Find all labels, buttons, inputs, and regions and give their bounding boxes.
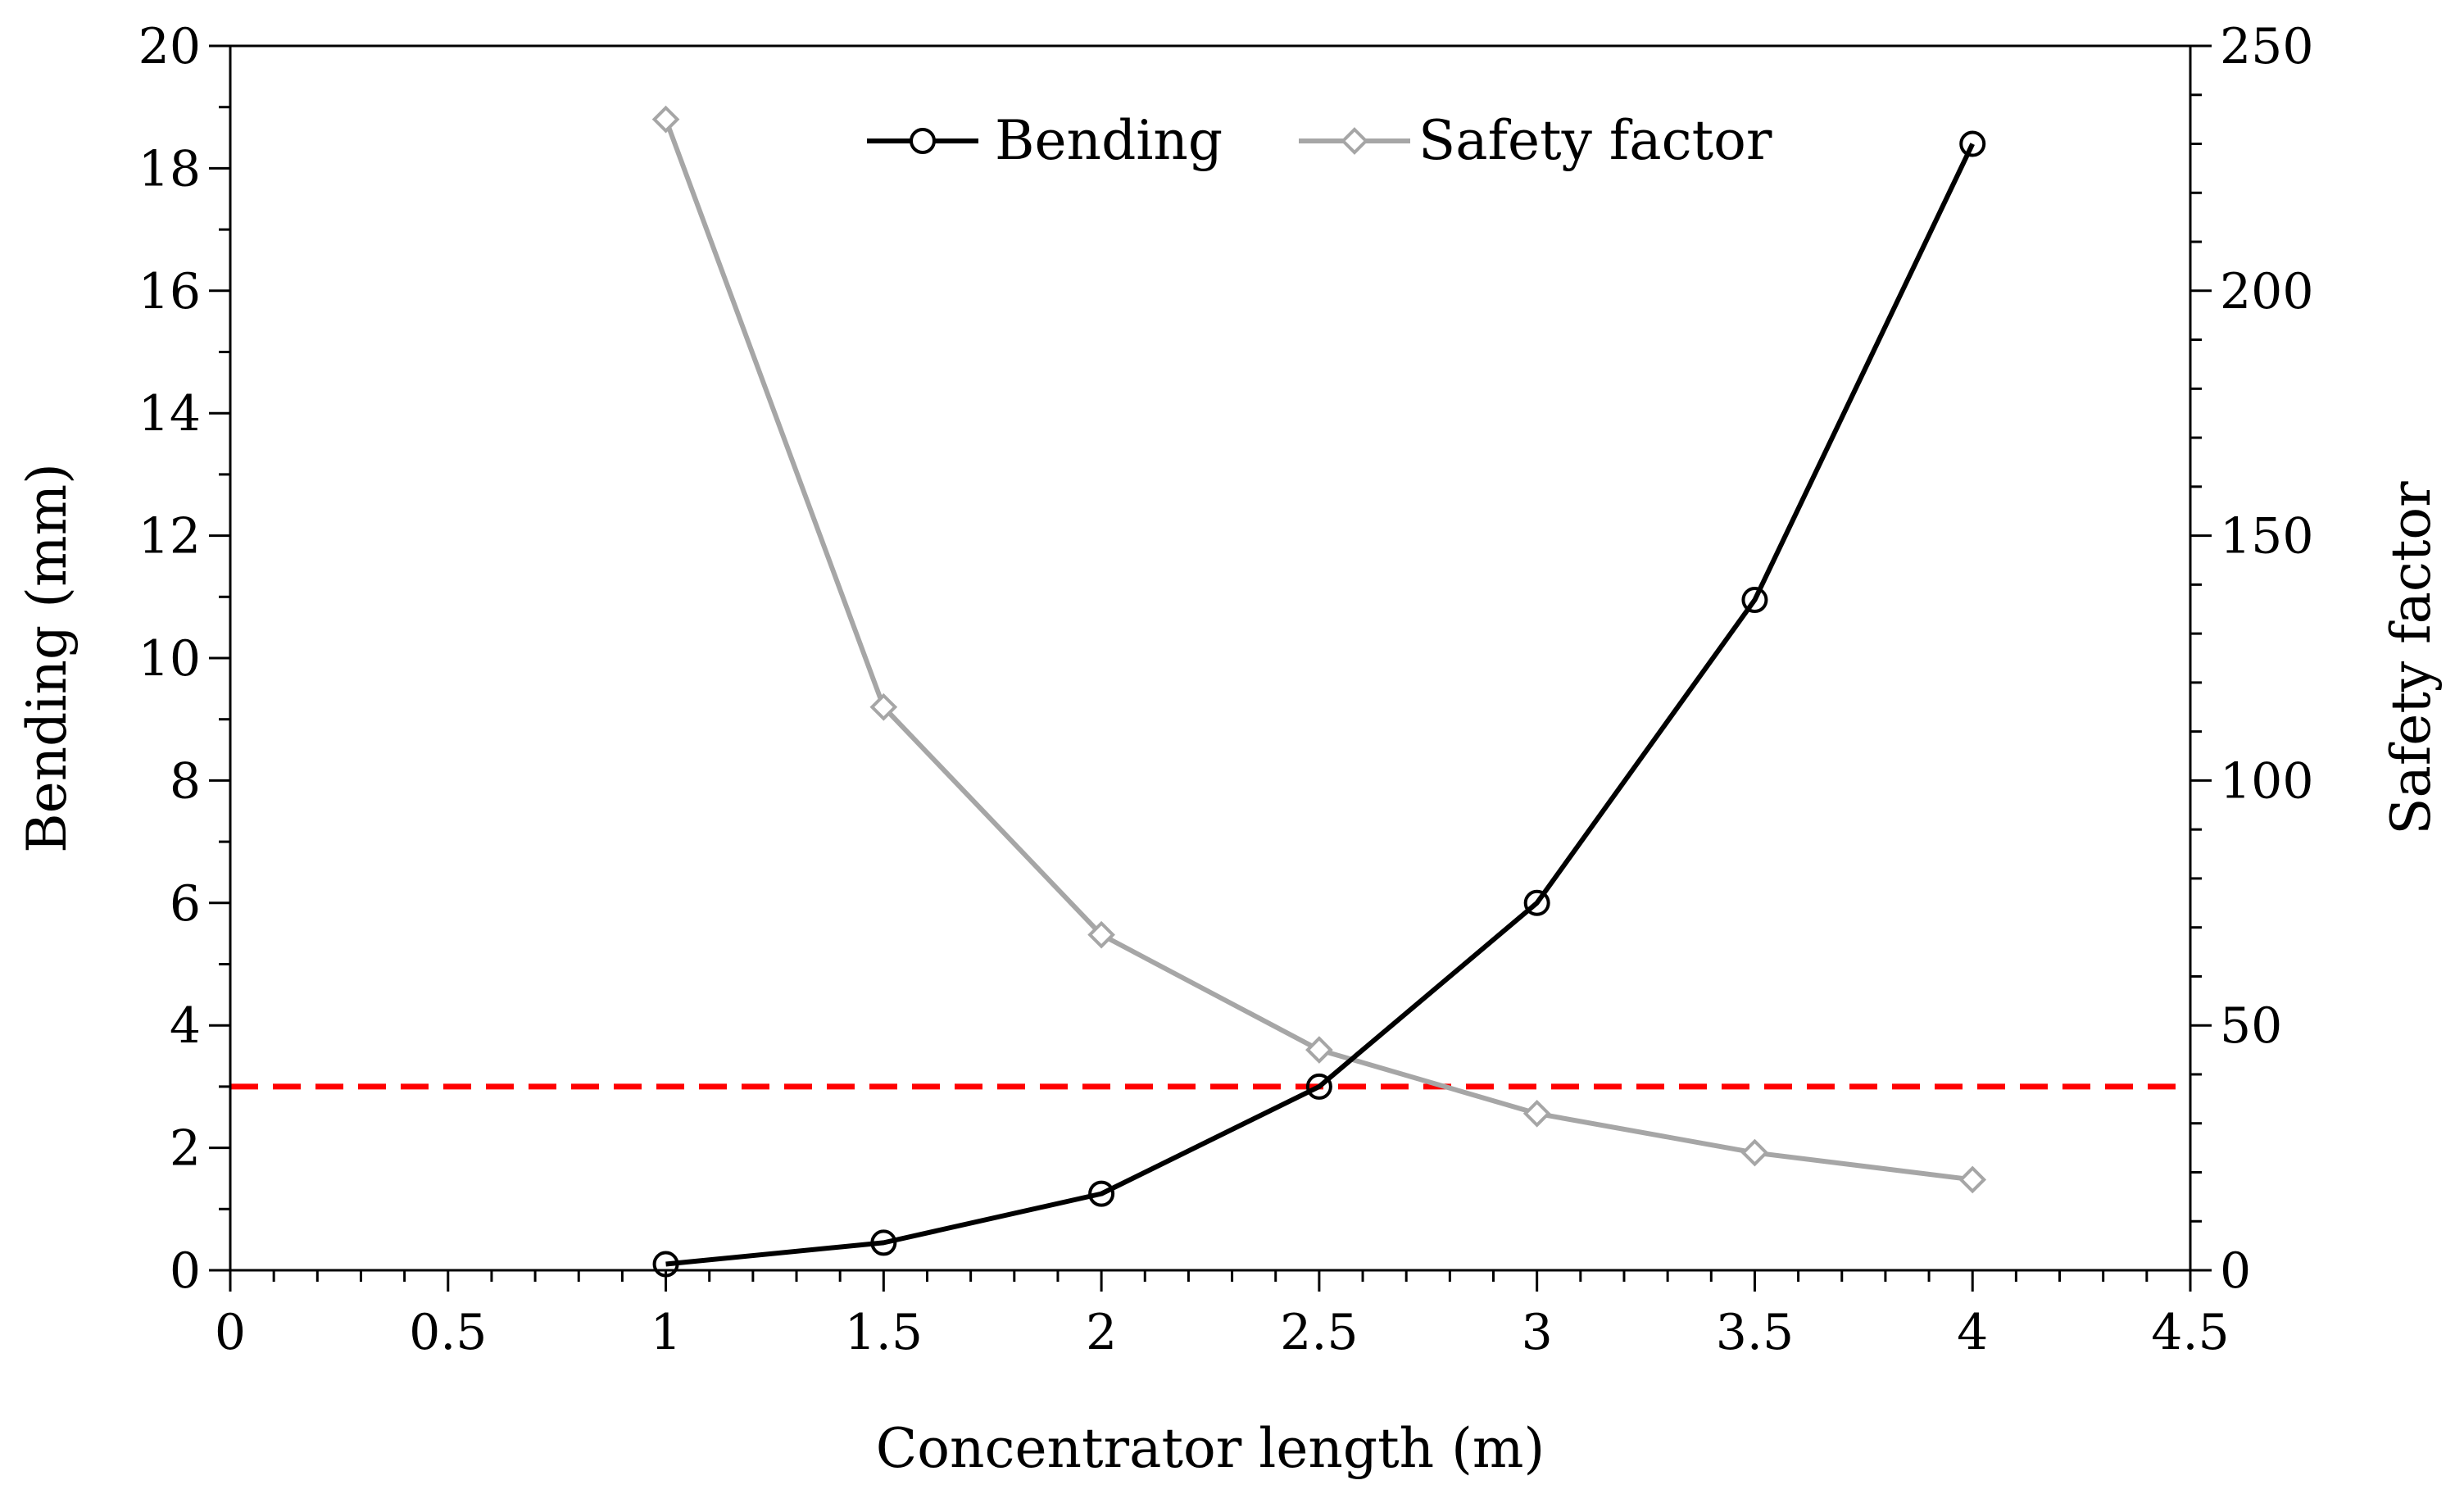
x-tick-label: 3 bbox=[1522, 1304, 1553, 1361]
y-left-tick-label: 16 bbox=[138, 263, 201, 320]
safety-factor-point bbox=[1958, 1165, 1987, 1194]
bending-line bbox=[665, 143, 1975, 1267]
safety-factor-point bbox=[1522, 1099, 1551, 1128]
safety-factor-point bbox=[1305, 1036, 1333, 1064]
legend-safety-factor-label: Safety factor bbox=[1418, 109, 1772, 172]
x-tick-label: 2.5 bbox=[1280, 1304, 1358, 1361]
safety-factor-point bbox=[1740, 1138, 1769, 1167]
x-tick-label: 0 bbox=[215, 1304, 246, 1361]
labels-layer: Concentrator length (m) Bending (mm) Saf… bbox=[16, 463, 2443, 1480]
y-left-tick-label: 10 bbox=[138, 630, 201, 688]
y-right-tick-label: 50 bbox=[2220, 997, 2282, 1055]
x-tick-label: 0.5 bbox=[409, 1304, 487, 1361]
safety-factor-point bbox=[651, 105, 680, 134]
bending-point bbox=[1959, 130, 1986, 157]
legend-safety-factor-marker bbox=[1341, 127, 1368, 155]
x-tick-label: 3.5 bbox=[1716, 1304, 1794, 1361]
bending-point bbox=[1523, 889, 1550, 916]
y-axis-title-left: Bending (mm) bbox=[16, 463, 79, 853]
bending-point bbox=[1305, 1073, 1332, 1100]
series-layer bbox=[651, 105, 1987, 1278]
y-right-tick-label: 150 bbox=[2220, 508, 2314, 565]
y-right-tick-label: 100 bbox=[2220, 752, 2314, 810]
y-right-tick-label: 250 bbox=[2220, 18, 2314, 75]
x-tick-label: 2 bbox=[1086, 1304, 1117, 1361]
x-tick-label: 1 bbox=[650, 1304, 681, 1361]
bending-point bbox=[652, 1251, 679, 1278]
y-left-tick-label: 2 bbox=[170, 1120, 201, 1178]
y-left-tick-label: 18 bbox=[138, 140, 201, 198]
y-left-tick-label: 8 bbox=[170, 752, 201, 810]
x-tick-label: 4 bbox=[1957, 1304, 1988, 1361]
y-right-tick-label: 0 bbox=[2220, 1242, 2251, 1300]
y-left-tick-label: 12 bbox=[138, 508, 201, 565]
legend-bending-marker bbox=[910, 128, 936, 154]
safety-factor-point bbox=[869, 692, 898, 721]
legend: Bending Safety factor bbox=[867, 109, 1772, 172]
y-left-tick-label: 20 bbox=[138, 18, 201, 75]
bending-point bbox=[1088, 1180, 1115, 1207]
safety-factor-line bbox=[663, 118, 1973, 1183]
legend-bending-label: Bending bbox=[995, 109, 1223, 172]
y-left-tick-label: 0 bbox=[170, 1242, 201, 1300]
y-left-tick-label: 4 bbox=[170, 997, 201, 1055]
ticks-layer: 0 0.5 1 1.5 2 2.5 3 3.5 4 4.502468101214161820050… bbox=[138, 18, 2314, 1361]
safety-factor-point bbox=[1087, 920, 1115, 949]
frame-layer bbox=[229, 44, 2192, 1272]
y-right-tick-label: 200 bbox=[2220, 263, 2314, 320]
y-left-tick-label: 6 bbox=[170, 875, 201, 933]
x-tick-label: 4.5 bbox=[2151, 1304, 2229, 1361]
bending-point bbox=[1741, 587, 1768, 614]
x-axis-title: Concentrator length (m) bbox=[876, 1417, 1545, 1480]
bending-point bbox=[870, 1229, 897, 1256]
plot-frame bbox=[229, 44, 2192, 1272]
y-axis-title-right: Safety factor bbox=[2380, 481, 2443, 835]
x-tick-label: 1.5 bbox=[845, 1304, 923, 1361]
y-left-tick-label: 14 bbox=[138, 385, 201, 443]
